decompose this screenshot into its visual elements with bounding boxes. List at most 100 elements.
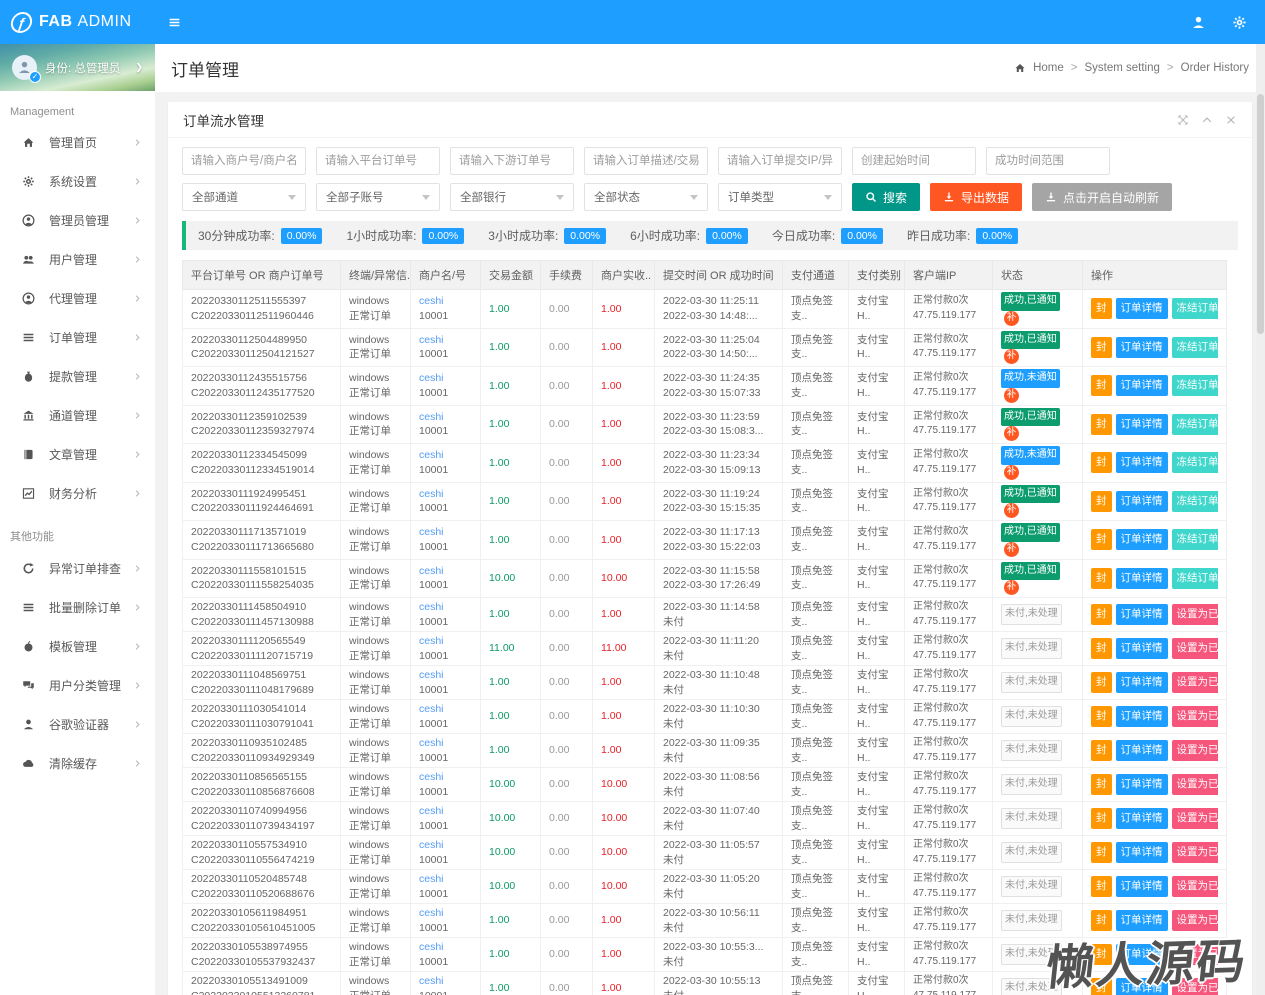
patch-order-button[interactable]: 补 xyxy=(1004,541,1019,557)
merchant-name-link[interactable]: ceshi xyxy=(419,703,444,715)
action-seal-button[interactable]: 封 xyxy=(1091,774,1112,795)
action-seal-button[interactable]: 封 xyxy=(1091,336,1112,358)
action-freeze-button[interactable]: 冻结订单 xyxy=(1171,567,1218,589)
patch-order-button[interactable]: 补 xyxy=(1004,503,1019,518)
action-seal-button[interactable]: 封 xyxy=(1091,706,1112,727)
action-set-paid-button[interactable]: 设置为已支付 xyxy=(1171,706,1218,727)
filter-input-6[interactable] xyxy=(852,147,976,175)
merchant-name-link[interactable]: ceshi xyxy=(419,449,444,462)
merchant-name-link[interactable]: ceshi xyxy=(419,873,444,885)
filter-input-2[interactable] xyxy=(316,147,440,175)
action-freeze-button[interactable]: 冻结订单 xyxy=(1171,529,1218,551)
action-seal-button[interactable]: 封 xyxy=(1091,413,1112,435)
filter-input-3[interactable] xyxy=(450,147,574,175)
patch-order-button[interactable]: 补 xyxy=(1004,349,1019,364)
merchant-name-link[interactable]: ceshi xyxy=(419,839,444,851)
sidebar-item-clear-cache[interactable]: 清除缓存 xyxy=(0,744,155,783)
action-set-paid-button[interactable]: 设置为已支付 xyxy=(1171,944,1218,965)
action-detail-button[interactable]: 订单详情 xyxy=(1115,638,1168,659)
patch-order-button[interactable]: 补 xyxy=(1004,580,1019,595)
action-detail-button[interactable]: 订单详情 xyxy=(1115,604,1168,625)
action-set-paid-button[interactable]: 设置为已支付 xyxy=(1171,910,1218,931)
action-set-paid-button[interactable]: 设置为已支付 xyxy=(1171,978,1218,995)
account-icon[interactable] xyxy=(1191,15,1206,30)
action-detail-button[interactable]: 订单详情 xyxy=(1115,529,1168,551)
action-freeze-button[interactable]: 冻结订单 xyxy=(1171,336,1218,358)
collapse-icon[interactable] xyxy=(1201,114,1213,126)
action-detail-button[interactable]: 订单详情 xyxy=(1115,706,1168,727)
patch-order-button[interactable]: 补 xyxy=(1004,310,1019,326)
sidebar-item-system-settings[interactable]: 系统设置 xyxy=(0,162,155,201)
action-freeze-button[interactable]: 冻结订单 xyxy=(1171,452,1218,474)
action-detail-button[interactable]: 订单详情 xyxy=(1115,808,1168,829)
action-freeze-button[interactable]: 冻结订单 xyxy=(1171,375,1218,397)
action-seal-button[interactable]: 封 xyxy=(1091,567,1112,589)
action-detail-button[interactable]: 订单详情 xyxy=(1115,375,1168,397)
action-set-paid-button[interactable]: 设置为已支付 xyxy=(1171,740,1218,761)
merchant-name-link[interactable]: ceshi xyxy=(419,941,444,953)
sidebar-item-article-management[interactable]: 文章管理 xyxy=(0,435,155,474)
action-seal-button[interactable]: 封 xyxy=(1091,978,1112,995)
merchant-name-link[interactable]: ceshi xyxy=(419,737,444,749)
merchant-name-link[interactable]: ceshi xyxy=(419,372,444,385)
patch-order-button[interactable]: 补 xyxy=(1004,464,1019,480)
action-seal-button[interactable]: 封 xyxy=(1091,808,1112,829)
filter-input-1[interactable] xyxy=(182,147,306,175)
action-freeze-button[interactable]: 冻结订单 xyxy=(1171,490,1218,512)
sidebar-item-channel-management[interactable]: 通道管理 xyxy=(0,396,155,435)
merchant-name-link[interactable]: ceshi xyxy=(419,295,444,308)
filter-input-7[interactable] xyxy=(986,147,1110,175)
sidebar-item-template-management[interactable]: 模板管理 xyxy=(0,627,155,666)
sidebar-item-agent-management[interactable]: 代理管理 xyxy=(0,279,155,318)
filter-select-1[interactable]: 全部通道 xyxy=(182,183,306,211)
page-scrollbar[interactable] xyxy=(1256,44,1265,995)
merchant-name-link[interactable]: ceshi xyxy=(419,635,444,647)
merchant-name-link[interactable]: ceshi xyxy=(419,669,444,681)
settings-gear-icon[interactable] xyxy=(1232,15,1247,30)
action-seal-button[interactable]: 封 xyxy=(1091,842,1112,863)
sidebar-item-withdraw-management[interactable]: 提款管理 xyxy=(0,357,155,396)
action-seal-button[interactable]: 封 xyxy=(1091,375,1112,397)
filter-select-3[interactable]: 全部银行 xyxy=(450,183,574,211)
action-freeze-button[interactable]: 冻结订单 xyxy=(1171,413,1218,435)
filter-input-5[interactable] xyxy=(718,147,842,175)
action-detail-button[interactable]: 订单详情 xyxy=(1115,944,1168,965)
merchant-name-link[interactable]: ceshi xyxy=(419,333,444,346)
fullscreen-icon[interactable] xyxy=(1177,114,1189,126)
action-detail-button[interactable]: 订单详情 xyxy=(1115,336,1168,358)
action-seal-button[interactable]: 封 xyxy=(1091,876,1112,897)
action-detail-button[interactable]: 订单详情 xyxy=(1115,910,1168,931)
merchant-name-link[interactable]: ceshi xyxy=(419,564,444,577)
action-set-paid-button[interactable]: 设置为已支付 xyxy=(1171,672,1218,693)
action-seal-button[interactable]: 封 xyxy=(1091,298,1112,320)
action-detail-button[interactable]: 订单详情 xyxy=(1115,567,1168,589)
action-seal-button[interactable]: 封 xyxy=(1091,944,1112,965)
action-seal-button[interactable]: 封 xyxy=(1091,910,1112,931)
filter-select-5[interactable]: 订单类型 xyxy=(718,183,842,211)
action-seal-button[interactable]: 封 xyxy=(1091,490,1112,512)
action-detail-button[interactable]: 订单详情 xyxy=(1115,876,1168,897)
merchant-name-link[interactable]: ceshi xyxy=(419,975,444,987)
action-set-paid-button[interactable]: 设置为已支付 xyxy=(1171,638,1218,659)
sidebar-item-order-management[interactable]: 订单管理 xyxy=(0,318,155,357)
hamburger-menu-icon[interactable] xyxy=(168,16,181,29)
action-detail-button[interactable]: 订单详情 xyxy=(1115,842,1168,863)
action-detail-button[interactable]: 订单详情 xyxy=(1115,774,1168,795)
user-profile[interactable]: ✓ 身份: 总管理员 ❯ xyxy=(0,44,155,91)
merchant-name-link[interactable]: ceshi xyxy=(419,487,444,500)
breadcrumb-item[interactable]: System setting xyxy=(1084,62,1160,74)
merchant-name-link[interactable]: ceshi xyxy=(419,601,444,613)
scrollbar-thumb[interactable] xyxy=(1257,94,1264,334)
patch-order-button[interactable]: 补 xyxy=(1004,387,1019,403)
action-seal-button[interactable]: 封 xyxy=(1091,529,1112,551)
auto-refresh-button[interactable]: 点击开启自动刷新 xyxy=(1032,183,1173,211)
merchant-name-link[interactable]: ceshi xyxy=(419,526,444,539)
action-seal-button[interactable]: 封 xyxy=(1091,604,1112,625)
merchant-name-link[interactable]: ceshi xyxy=(419,410,444,423)
sidebar-item-user-management[interactable]: 用户管理 xyxy=(0,240,155,279)
export-button[interactable]: 导出数据 xyxy=(930,183,1023,211)
action-seal-button[interactable]: 封 xyxy=(1091,452,1112,474)
search-button[interactable]: 搜索 xyxy=(852,183,921,211)
breadcrumb-item[interactable]: Home xyxy=(1033,62,1064,74)
sidebar-item-home[interactable]: 管理首页 xyxy=(0,123,155,162)
